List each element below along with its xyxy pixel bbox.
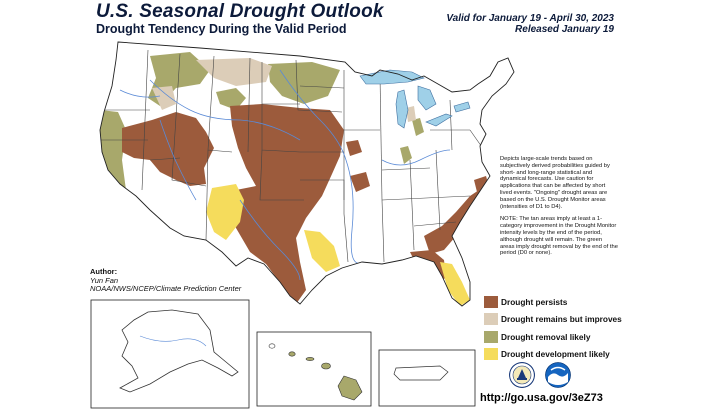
valid-period: Valid for January 19 - April 30, 2023 (446, 13, 614, 24)
legend-swatch-development (484, 348, 498, 361)
noaa-logo-icon (545, 362, 571, 388)
notes-block: Depicts large-scale trends based on subj… (500, 156, 618, 263)
area-persists-southeast (424, 188, 482, 254)
area-persists-west (122, 112, 214, 186)
legend-item-improves: Drought remains but improves (484, 311, 622, 329)
state-borders (100, 49, 485, 263)
author-block: Author: Yun Fan NOAA/NWS/NCEP/Climate Pr… (90, 267, 242, 294)
area-development-southwest (206, 184, 244, 240)
area-removal-mich (412, 118, 424, 136)
legend-swatch-persists (484, 295, 498, 308)
rivers (119, 69, 451, 281)
area-removal-eastco (216, 88, 246, 110)
alaska-river (139, 335, 207, 347)
lake-michigan (395, 89, 409, 129)
legend-label-improves: Drought remains but improves (501, 314, 622, 325)
note-methodology: Depicts large-scale trends based on subj… (500, 156, 610, 210)
author-name: Yun Fan (90, 275, 119, 285)
lake-erie (425, 113, 453, 127)
legend: Drought persists Drought remains but imp… (484, 293, 622, 363)
hawaii-island-oahu (288, 351, 296, 357)
legend-label-persists: Drought persists (501, 296, 568, 307)
info-url[interactable]: http://go.usa.gov/3eZ73 (480, 392, 603, 404)
hawaii-island-molokai (305, 357, 315, 361)
legend-item-removal: Drought removal likely (484, 328, 622, 346)
note-tan-green: NOTE: The tan areas imply at least a 1-c… (500, 216, 618, 257)
lake-ontario (453, 101, 471, 113)
hawaii-island-big (337, 375, 363, 401)
area-development-texas (304, 230, 340, 272)
legend-item-development: Drought development likely (484, 346, 622, 364)
author-org: NOAA/NWS/NCEP/Climate Prediction Center (90, 284, 242, 294)
area-removal-dakotas (268, 62, 340, 104)
area-improves-northwest (196, 58, 272, 86)
map-subtitle: Drought Tendency During the Valid Period (96, 22, 347, 36)
author-label: Author: (90, 267, 118, 276)
legend-swatch-removal (484, 330, 498, 343)
area-development-florida (440, 262, 470, 306)
area-improves-idaho (152, 86, 176, 110)
legend-item-persists: Drought persists (484, 293, 622, 311)
area-persists-missouri (346, 140, 362, 156)
puerto-rico-outline (393, 365, 449, 381)
area-removal-ohio (400, 146, 412, 164)
legend-label-development: Drought development likely (501, 349, 610, 360)
lake-huron (417, 85, 437, 111)
map-title: U.S. Seasonal Drought Outlook (96, 1, 384, 22)
alaska-outline (119, 309, 239, 393)
area-persists-plains (224, 104, 344, 304)
legend-label-removal: Drought removal likely (501, 331, 591, 342)
legend-swatch-improves (484, 313, 498, 326)
doc-seal-icon (509, 362, 535, 388)
hawaii-island-maui (321, 362, 331, 370)
hawaii-island-kauai (268, 343, 276, 349)
area-improves-wis (406, 106, 416, 122)
area-persists-arkansas (350, 172, 370, 192)
release-date: Released January 19 (515, 24, 614, 35)
